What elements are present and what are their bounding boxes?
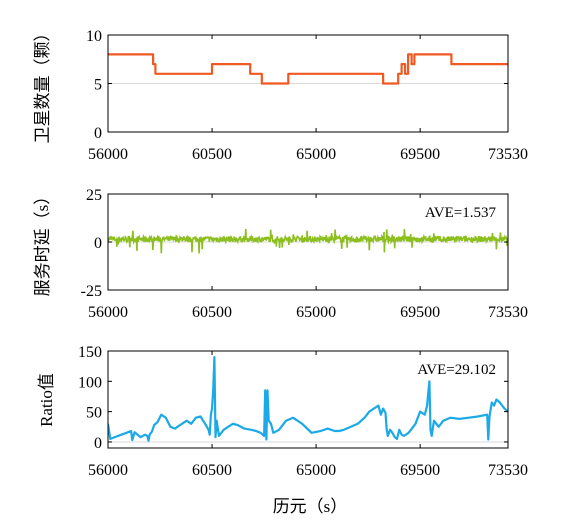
satellite-count-x-tick-label: 73530 (488, 146, 528, 163)
ratio-y-tick-label: 50 (86, 405, 102, 422)
ratio-axes-box (107, 350, 509, 449)
satellite-count-x-tick-label: 69500 (400, 146, 440, 163)
satellite-count-y-axis-title: 卫星数量（颗） (33, 25, 52, 144)
satellite-count-y-tick-label: 10 (86, 28, 102, 45)
service-delay-y-tick-label: -25 (81, 283, 102, 300)
service-delay-panel: 56000 60500 65000 69500 73530 -25 0 25 服务时延（s） AV… (33, 187, 528, 321)
satellite-count-x-tick-label: 60500 (192, 146, 232, 163)
ratio-x-tick-label: 56000 (88, 462, 128, 479)
satellite-count-y-tick-label: 0 (94, 125, 102, 142)
ratio-y-tick-label: 100 (78, 374, 102, 391)
ratio-y-tick-label: 0 (94, 435, 102, 452)
ratio-series-line (108, 356, 508, 442)
ratio-x-tick-label: 65000 (296, 462, 336, 479)
satellite-count-panel: 56000 60500 65000 69500 73530 0 5 10 卫星数量（颗） (33, 25, 528, 164)
service-delay-x-tick-label: 73530 (488, 304, 528, 321)
ratio-x-tick-label: 60500 (192, 462, 232, 479)
service-delay-x-tick-label: 60500 (192, 304, 232, 321)
service-delay-y-tick-label: 0 (94, 235, 102, 252)
service-delay-x-tick-label: 69500 (400, 304, 440, 321)
service-delay-y-tick-label: 25 (86, 187, 102, 204)
ratio-y-tick-label: 150 (78, 344, 102, 361)
x-axis-title: 历元（s） (273, 497, 348, 516)
satellite-count-series-line (108, 53, 508, 85)
service-delay-average-annotation: AVE=1.537 (425, 205, 497, 221)
satellite-count-x-tick-label: 65000 (296, 146, 336, 163)
service-delay-x-tick-label: 56000 (88, 304, 128, 321)
ratio-x-tick-label: 69500 (400, 462, 440, 479)
service-delay-x-tick-label: 65000 (296, 304, 336, 321)
satellite-count-x-tick-label: 56000 (88, 146, 128, 163)
ratio-average-annotation: AVE=29.102 (417, 362, 496, 378)
service-delay-series-line (108, 228, 508, 254)
ratio-y-axis-title: Ratio值 (37, 373, 56, 427)
ratio-panel: 56000 60500 65000 69500 73530 0 50 100 150 Ratio值… (37, 344, 528, 479)
service-delay-y-axis-title: 服务时延（s） (33, 188, 52, 297)
satellite-count-y-tick-label: 5 (94, 77, 102, 94)
ratio-x-tick-label: 73530 (488, 462, 528, 479)
